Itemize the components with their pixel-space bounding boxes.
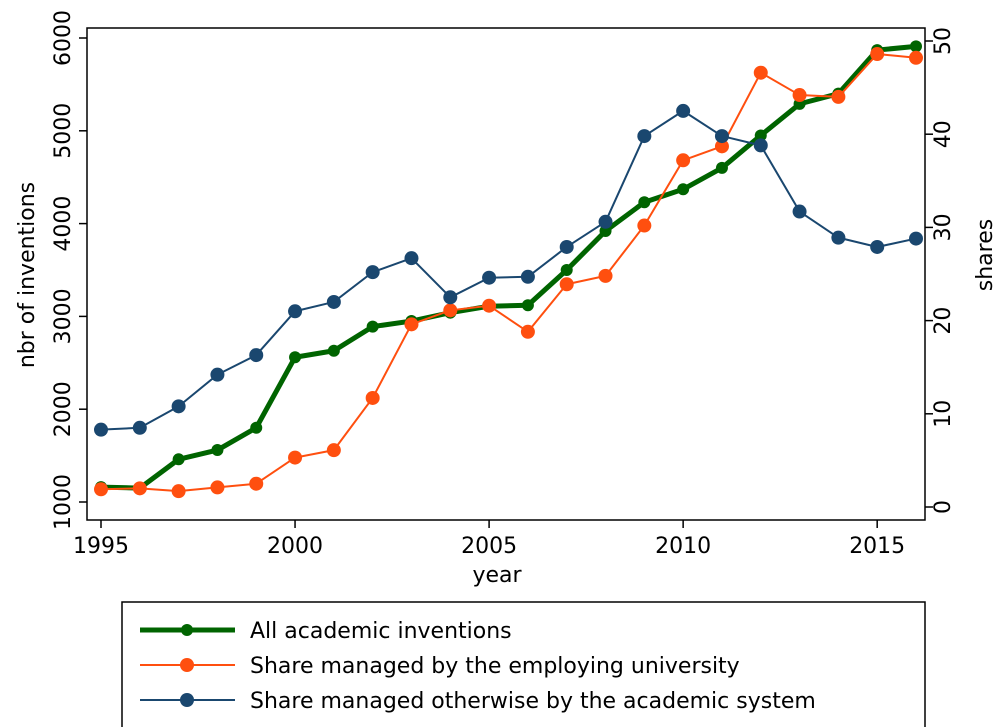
y-tick-label: 6000 [51,10,76,66]
point [249,476,264,491]
point [288,450,303,465]
point [521,299,534,312]
legend-marker [180,658,194,672]
point [404,317,419,332]
point [211,444,224,457]
point [637,129,652,144]
y-axis-label: nbr of inventions [15,182,40,368]
legend-label: All academic inventions [250,619,512,644]
point [249,348,264,363]
point [792,204,807,219]
y-tick-label: 2000 [51,381,76,437]
y-tick-label: 5000 [51,103,76,159]
point [520,269,535,284]
point [559,277,574,292]
x-tick-label: 2010 [655,534,711,559]
point [171,399,186,414]
point [909,231,923,246]
x-tick-label: 2015 [849,534,905,559]
x-tick-label: 1995 [73,534,129,559]
y2-axis-label: shares [973,219,998,291]
point [677,183,690,196]
point [637,218,652,233]
point [366,320,379,333]
point [598,268,613,283]
point [482,298,497,313]
point [676,153,691,168]
plot-frame [86,27,926,521]
y2-tick-label: 30 [931,213,956,241]
series-line [100,43,917,491]
y2-tick-label: 50 [931,27,956,55]
point [365,265,380,280]
point [754,129,767,142]
point [288,304,303,319]
point [210,367,225,382]
point [676,103,691,118]
point [831,89,846,104]
legend-label: Share managed otherwise by the academic … [250,689,816,714]
point [94,482,108,497]
series-line [100,109,917,431]
y2-tick-label: 0 [931,500,956,514]
point [909,50,923,65]
y-tick-label: 1000 [51,474,76,530]
point [94,422,108,437]
series-line [100,53,917,493]
y-tick-label: 3000 [51,288,76,344]
y-tick-label: 4000 [51,196,76,252]
point [326,294,341,309]
point [520,324,535,339]
point [326,443,341,458]
legend-marker [181,624,193,636]
point [870,239,885,254]
point [132,420,147,435]
point [714,139,729,154]
point [443,303,458,318]
y2-tick-label: 20 [931,307,956,335]
legend-box [121,601,926,727]
point [404,251,419,266]
y2-tick-label: 40 [931,120,956,148]
point [365,390,380,405]
point [443,290,458,305]
point [792,88,807,103]
point [132,481,147,496]
point [171,484,186,499]
point [714,129,729,144]
point [289,351,302,364]
legend-label: Share managed by the employing universit… [250,654,740,679]
x-axis-label: year [472,563,522,588]
y2-tick-label: 10 [931,400,956,428]
point [753,138,768,153]
point [638,196,651,209]
point [560,264,573,276]
legend-marker [180,693,194,707]
point [559,239,574,254]
point [482,270,497,285]
point [870,47,885,62]
point [910,40,922,53]
x-tick-label: 2005 [461,534,517,559]
point [831,230,846,245]
x-tick-label: 2000 [267,534,323,559]
point [210,480,225,495]
point [250,421,263,434]
point [327,344,340,357]
point [172,453,185,466]
point [598,214,613,229]
point [715,161,728,174]
point [753,65,768,80]
